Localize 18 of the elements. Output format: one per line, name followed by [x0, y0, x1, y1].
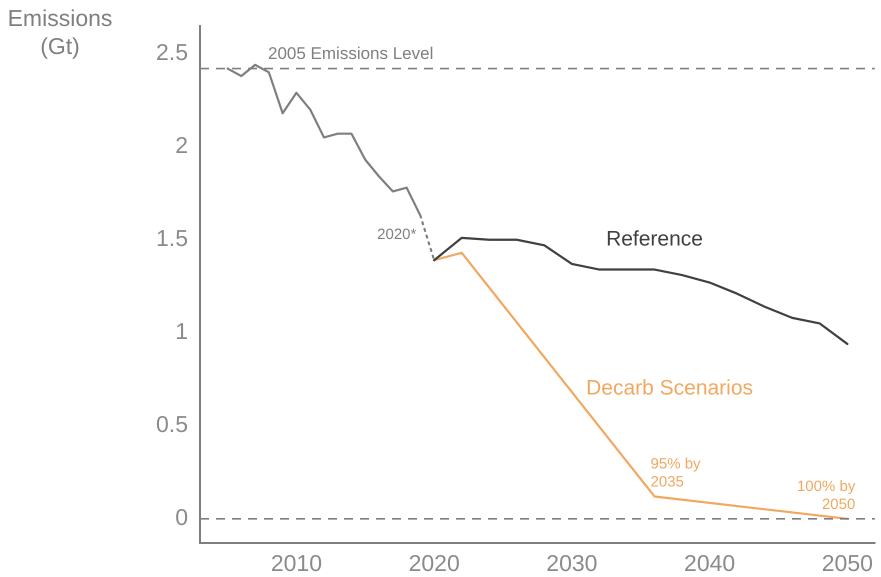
x-tick-label: 2040 [684, 550, 736, 576]
y-tick-label: 0 [175, 504, 188, 530]
x-tick-label: 2020 [408, 550, 460, 576]
y-tick-label: 1 [175, 318, 188, 344]
x-tick-label: 2010 [270, 550, 322, 576]
series-label: Reference [606, 227, 703, 250]
annotation: 2020* [377, 226, 417, 244]
y-axis-title: Emissions (Gt) [6, 4, 114, 60]
x-tick-label: 2050 [822, 550, 873, 576]
ref-line-label: 2005 Emissions Level [268, 44, 434, 63]
series-label: Decarb Scenarios [586, 376, 754, 400]
annotation: 100% by 2050 [796, 478, 856, 513]
x-tick-label: 2030 [546, 550, 598, 576]
y-tick-label: 1.5 [156, 225, 188, 252]
annotation: 95% by 2035 [650, 455, 702, 490]
y-tick-label: 2 [175, 132, 188, 158]
y-tick-label: 0.5 [156, 411, 188, 438]
y-tick-label: 2.5 [156, 39, 188, 66]
